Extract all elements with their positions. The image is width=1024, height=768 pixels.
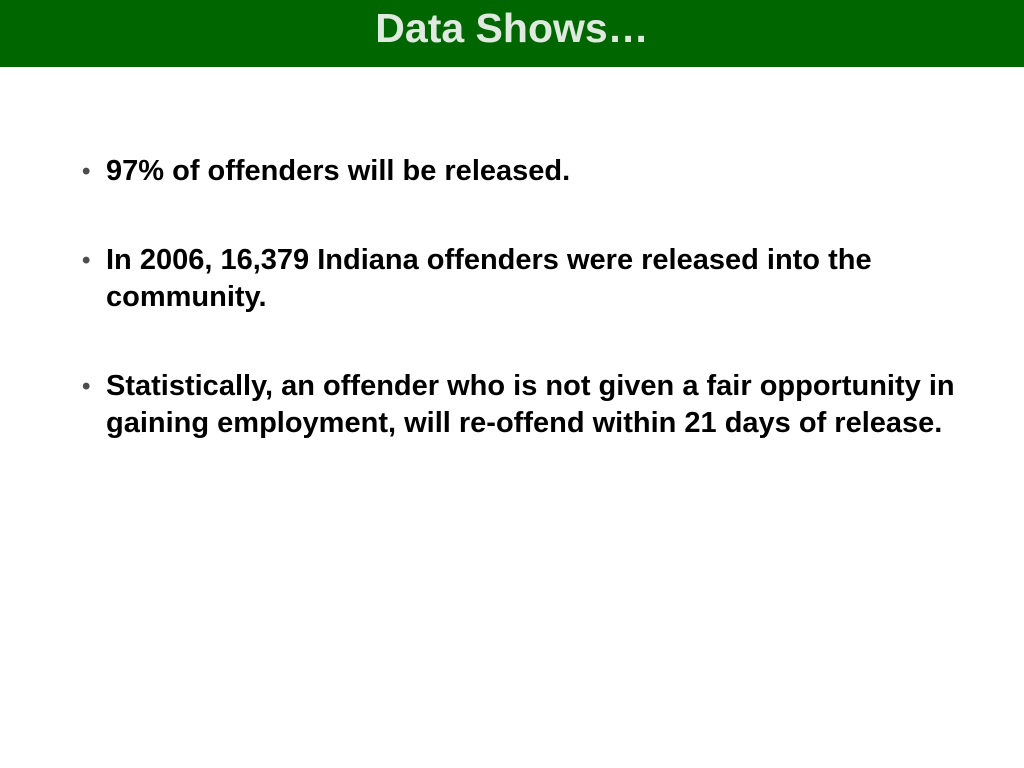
- bullet-dot-icon: •: [82, 158, 91, 185]
- bullet-item: • In 2006, 16,379 Indiana offenders were…: [82, 242, 962, 317]
- title-bar: Data Shows…: [0, 0, 1024, 67]
- bullet-list: • 97% of offenders will be released. • I…: [82, 153, 962, 443]
- bullet-dot-icon: •: [82, 246, 91, 274]
- bullet-text: Statistically, an offender who is not gi…: [106, 369, 955, 440]
- bullet-dot-icon: •: [82, 372, 91, 400]
- bullet-item: • 97% of offenders will be released.: [82, 153, 962, 191]
- bullet-text: 97% of offenders will be released.: [106, 155, 571, 187]
- bullet-text: In 2006, 16,379 Indiana offenders were r…: [106, 243, 872, 314]
- slide-title: Data Shows…: [375, 5, 649, 51]
- bullet-item: • Statistically, an offender who is not …: [82, 368, 962, 443]
